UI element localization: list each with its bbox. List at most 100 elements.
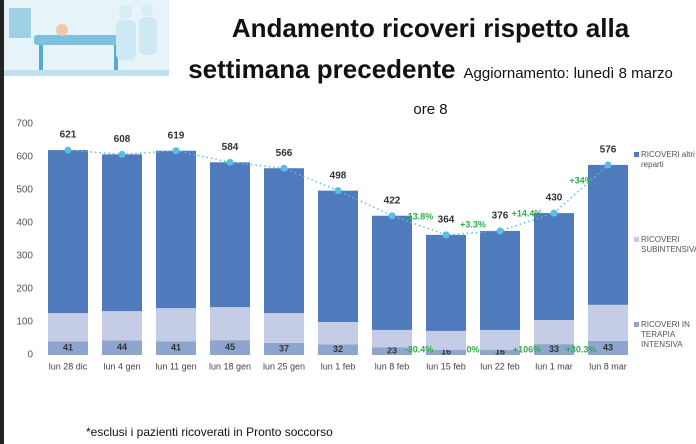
bar-segment	[210, 307, 250, 341]
bar-segment	[156, 341, 196, 355]
total-line	[67, 149, 609, 236]
bar-segment	[426, 349, 466, 355]
total-label: 422	[384, 195, 401, 206]
subtitle: Aggiornamento: lunedì 8 marzo ore 8	[413, 65, 673, 118]
footnote: *esclusi i pazienti ricoverati in Pronto…	[86, 425, 333, 439]
change-label: +14.4%	[512, 208, 543, 218]
total-label: 576	[600, 145, 617, 156]
x-tick-label: lun 1 mar	[535, 361, 573, 371]
total-marker	[226, 158, 234, 166]
bar-segment	[588, 340, 628, 355]
bar-segment	[318, 322, 358, 345]
x-tick-label: lun 1 feb	[321, 361, 356, 371]
total-label: 619	[168, 130, 185, 141]
bar-segment	[372, 215, 412, 330]
left-border	[0, 0, 4, 444]
bar-segment	[102, 311, 142, 341]
change-label: +30.3%	[566, 344, 597, 354]
bar-segment	[534, 320, 574, 345]
value-label: 16	[441, 347, 451, 357]
bar-segment	[264, 342, 304, 355]
value-label: 45	[225, 342, 235, 352]
change-label: 0%	[466, 344, 479, 354]
title-block: Andamento ricoveri rispetto alla settima…	[178, 10, 683, 128]
x-tick-label: lun 25 gen	[263, 361, 305, 371]
chart-title: Andamento ricoveri rispetto alla settima…	[188, 13, 630, 84]
y-tick-label: 500	[16, 185, 33, 196]
x-tick-label: lun 28 dic	[49, 361, 88, 371]
total-marker	[550, 209, 558, 217]
total-label: 608	[114, 134, 131, 145]
bar-segment	[372, 347, 412, 355]
bar-segment	[480, 329, 520, 350]
bar-segment	[588, 304, 628, 341]
bar-segment	[480, 349, 520, 355]
y-tick-label: 300	[16, 251, 33, 262]
y-tick-label: 200	[16, 284, 33, 295]
y-tick-label: 600	[16, 152, 33, 163]
bar-segment	[426, 330, 466, 350]
value-label: 32	[333, 344, 343, 354]
y-tick-label: 100	[16, 317, 33, 328]
bar-segment	[102, 154, 142, 312]
legend-label: RICOVERI altri reparti	[641, 150, 695, 169]
value-label: 41	[63, 343, 73, 353]
y-tick-label: 400	[16, 218, 33, 229]
change-label: +3.3%	[460, 219, 486, 229]
bar-segment	[426, 234, 466, 331]
bar-segment	[210, 162, 250, 308]
change-label: +106%	[513, 344, 541, 354]
value-label: 43	[603, 342, 613, 352]
bar-segment	[210, 340, 250, 355]
total-marker	[280, 164, 288, 172]
value-label: 44	[117, 342, 127, 352]
value-label: 16	[495, 347, 505, 357]
value-label: 23	[387, 346, 397, 356]
legend-label: RICOVERI IN TERAPIA INTENSIVA	[641, 320, 690, 349]
x-tick-label: lun 8 mar	[589, 361, 627, 371]
legend-swatch	[634, 237, 639, 242]
total-label: 498	[330, 170, 347, 181]
value-label: 33	[549, 344, 559, 354]
bar-segment	[102, 340, 142, 355]
bar-segment	[48, 313, 88, 342]
bar-segment	[534, 344, 574, 355]
illustration	[4, 0, 169, 76]
total-label: 584	[222, 142, 239, 153]
bar-segment	[48, 150, 88, 314]
total-label: 364	[438, 215, 455, 226]
legend-swatch	[634, 152, 639, 157]
total-label: 566	[276, 148, 293, 159]
bar-segment	[156, 308, 196, 342]
legend-swatch	[634, 322, 639, 327]
total-marker	[604, 161, 612, 169]
total-label: 376	[492, 211, 509, 222]
total-label: 430	[546, 193, 563, 204]
change-label: -13.8%	[405, 212, 434, 222]
total-label: 621	[60, 130, 77, 141]
bar-segment	[480, 230, 520, 330]
bar-segment	[534, 213, 574, 321]
y-tick-label: 700	[16, 119, 33, 130]
bar-segment	[588, 164, 628, 305]
total-marker	[334, 187, 342, 195]
bar-segment	[318, 190, 358, 322]
total-marker	[118, 150, 126, 158]
x-tick-label: lun 22 feb	[480, 361, 520, 371]
x-tick-label: lun 4 gen	[103, 361, 140, 371]
bar-segment	[48, 341, 88, 355]
legend-label: RICOVERI SUBINTENSIVA	[641, 235, 696, 254]
x-tick-label: lun 8 feb	[375, 361, 410, 371]
change-label: +34%	[569, 175, 592, 185]
total-marker	[388, 212, 396, 220]
total-marker	[64, 146, 72, 154]
total-marker	[442, 231, 450, 239]
x-tick-label: lun 15 feb	[426, 361, 466, 371]
value-label: 37	[279, 343, 289, 353]
bar-segment	[156, 150, 196, 309]
y-tick-label: 0	[27, 350, 33, 361]
total-marker	[496, 227, 504, 235]
change-label: -30.4%	[405, 344, 434, 354]
